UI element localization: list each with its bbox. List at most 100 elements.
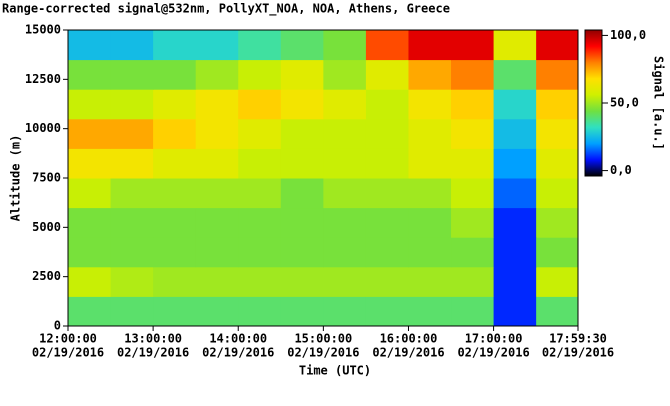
heatmap-cell bbox=[110, 30, 154, 61]
x-tick-label: 16:00:00 bbox=[380, 332, 438, 346]
heatmap-cell bbox=[238, 59, 282, 90]
heatmap-cell bbox=[365, 59, 409, 90]
heatmap-cell bbox=[195, 30, 239, 61]
heatmap-cell bbox=[110, 296, 154, 327]
heatmap-cell bbox=[323, 237, 367, 268]
heatmap-cell bbox=[493, 266, 537, 297]
heatmap-cell bbox=[408, 178, 452, 209]
heatmap-cell bbox=[451, 89, 495, 120]
heatmap-cell bbox=[493, 296, 537, 327]
heatmap-cell bbox=[195, 89, 239, 120]
heatmap-cell bbox=[68, 207, 112, 238]
heatmap-cell bbox=[238, 30, 282, 61]
heatmap-cell bbox=[153, 207, 197, 238]
heatmap-cell bbox=[110, 207, 154, 238]
heatmap-cell bbox=[153, 118, 197, 149]
heatmap-cell bbox=[408, 207, 452, 238]
heatmap-cell bbox=[280, 237, 324, 268]
heatmap-cell bbox=[195, 178, 239, 209]
x-tick-label: 13:00:00 bbox=[124, 332, 182, 346]
heatmap-cell bbox=[451, 59, 495, 90]
heatmap-cell bbox=[451, 296, 495, 327]
heatmap-cell bbox=[323, 30, 367, 61]
heatmap-cell bbox=[536, 89, 579, 120]
heatmap-cell bbox=[536, 59, 579, 90]
x-tick-date: 02/19/2016 bbox=[287, 346, 359, 360]
heatmap-cell bbox=[536, 237, 579, 268]
heatmap-cell bbox=[451, 30, 495, 61]
heatmap-cell bbox=[408, 30, 452, 61]
heatmap-cell bbox=[195, 207, 239, 238]
heatmap-cell bbox=[238, 207, 282, 238]
y-axis-label: Altitude (m) bbox=[9, 135, 23, 222]
x-tick-date: 02/19/2016 bbox=[32, 346, 104, 360]
y-tick-label: 10000 bbox=[25, 121, 61, 135]
heatmap-cell bbox=[110, 118, 154, 149]
y-tick-label: 15000 bbox=[25, 23, 61, 37]
x-tick-label: 15:00:00 bbox=[294, 332, 352, 346]
heatmap-cell bbox=[153, 296, 197, 327]
heatmap-cell bbox=[536, 296, 579, 327]
heatmap-cell bbox=[280, 148, 324, 179]
heatmap-cell bbox=[493, 178, 537, 209]
heatmap-cell bbox=[323, 118, 367, 149]
heatmap-cell bbox=[493, 59, 537, 90]
heatmap-cell bbox=[195, 59, 239, 90]
heatmap-cell bbox=[536, 118, 579, 149]
heatmap-cell bbox=[323, 59, 367, 90]
heatmap-cell bbox=[493, 118, 537, 149]
heatmap-cell bbox=[68, 178, 112, 209]
heatmap-cell bbox=[68, 266, 112, 297]
colorbar-tick-label: 100,0 bbox=[610, 28, 646, 42]
x-tick-label: 17:00:00 bbox=[465, 332, 523, 346]
x-tick-date: 02/19/2016 bbox=[372, 346, 444, 360]
heatmap-cell bbox=[238, 178, 282, 209]
heatmap-cell bbox=[365, 118, 409, 149]
heatmap-cell bbox=[238, 266, 282, 297]
heatmap-cell bbox=[323, 266, 367, 297]
heatmap-cell bbox=[195, 148, 239, 179]
heatmap-cell bbox=[195, 296, 239, 327]
x-tick-label: 17:59:30 bbox=[549, 332, 607, 346]
heatmap-cell bbox=[195, 237, 239, 268]
heatmap-cell bbox=[153, 30, 197, 61]
x-tick-date: 02/19/2016 bbox=[457, 346, 529, 360]
x-tick-label: 12:00:00 bbox=[39, 332, 97, 346]
heatmap-cell bbox=[323, 89, 367, 120]
heatmap-cell bbox=[153, 148, 197, 179]
heatmap-cell bbox=[408, 59, 452, 90]
heatmap-cell bbox=[365, 89, 409, 120]
heatmap-cell bbox=[323, 148, 367, 179]
x-tick-date: 02/19/2016 bbox=[202, 346, 274, 360]
heatmap-cell bbox=[408, 148, 452, 179]
heatmap-cell bbox=[536, 178, 579, 209]
heatmap-cell bbox=[365, 148, 409, 179]
heatmap-cell bbox=[110, 237, 154, 268]
heatmap-cell bbox=[408, 296, 452, 327]
heatmap-cell bbox=[280, 59, 324, 90]
heatmap-cell bbox=[280, 118, 324, 149]
y-tick-label: 0 bbox=[54, 319, 61, 333]
x-tick-date: 02/19/2016 bbox=[542, 346, 614, 360]
chart-title: Range-corrected signal@532nm, PollyXT_NO… bbox=[2, 2, 450, 17]
heatmap-cell bbox=[280, 207, 324, 238]
colorbar bbox=[584, 29, 603, 177]
heatmap-cell bbox=[280, 266, 324, 297]
x-tick-date: 02/19/2016 bbox=[117, 346, 189, 360]
heatmap-cell bbox=[68, 296, 112, 327]
heatmap-cell bbox=[110, 266, 154, 297]
heatmap-cell bbox=[365, 30, 409, 61]
heatmap-cell bbox=[408, 237, 452, 268]
heatmap-cell bbox=[68, 59, 112, 90]
colorbar-label: Signal [a.u.] bbox=[652, 56, 666, 150]
heatmap-cell bbox=[153, 89, 197, 120]
heatmap-cell bbox=[493, 89, 537, 120]
heatmap-cell bbox=[536, 30, 579, 61]
heatmap-cell bbox=[238, 118, 282, 149]
heatmap-cell bbox=[365, 266, 409, 297]
heatmap-cell bbox=[365, 178, 409, 209]
heatmap-cell bbox=[451, 237, 495, 268]
heatmap-cell bbox=[493, 237, 537, 268]
heatmap-cell bbox=[68, 237, 112, 268]
